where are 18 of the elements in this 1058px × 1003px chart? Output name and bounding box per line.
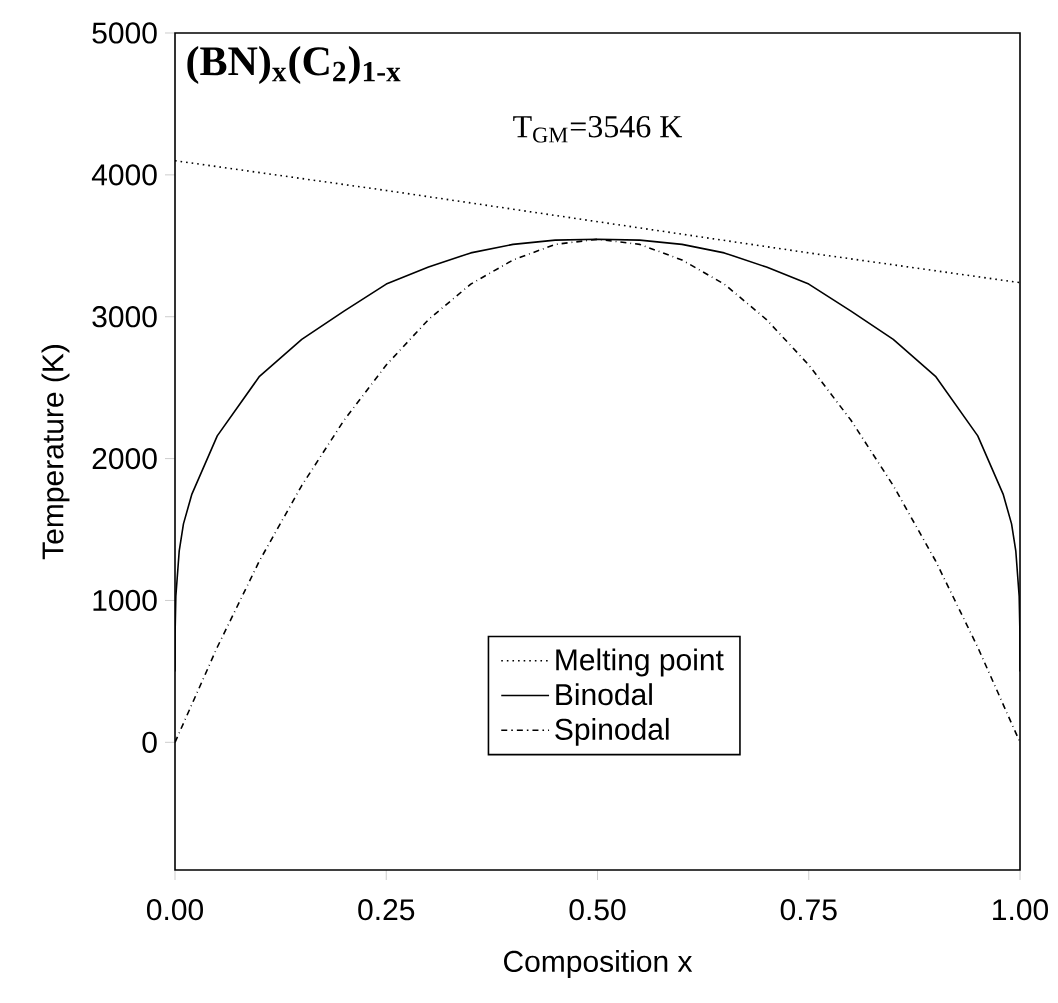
legend-label: Binodal [556, 683, 652, 706]
x-tick-label: 0.75 [780, 899, 837, 921]
x-tick-label: 0.25 [358, 899, 415, 921]
y-tick-label: 1000 [93, 589, 157, 612]
x-tick-label: 1.00 [993, 899, 1049, 921]
y-tick-label: 3000 [92, 306, 157, 328]
x-tick-label: 0.00 [146, 899, 204, 921]
y-tick-label: 2000 [92, 447, 157, 470]
y-axis-title: Temperature (K) [41, 345, 70, 560]
annotation: (BN)$_{x}$(C$_{2}$)$_{1-x}$ [187, 45, 401, 85]
y-tick-label: 0 [142, 731, 157, 753]
y-tick-label: 5000 [92, 22, 157, 44]
annotation: T$_{GM}$=3546 K [513, 115, 683, 143]
legend-label: Spinodal [555, 717, 669, 746]
x-axis-title: Composition x [504, 950, 693, 978]
x-tick-label: 0.50 [569, 899, 626, 921]
legend-label: Melting point [556, 648, 724, 677]
y-tick-label: 4000 [91, 164, 157, 186]
